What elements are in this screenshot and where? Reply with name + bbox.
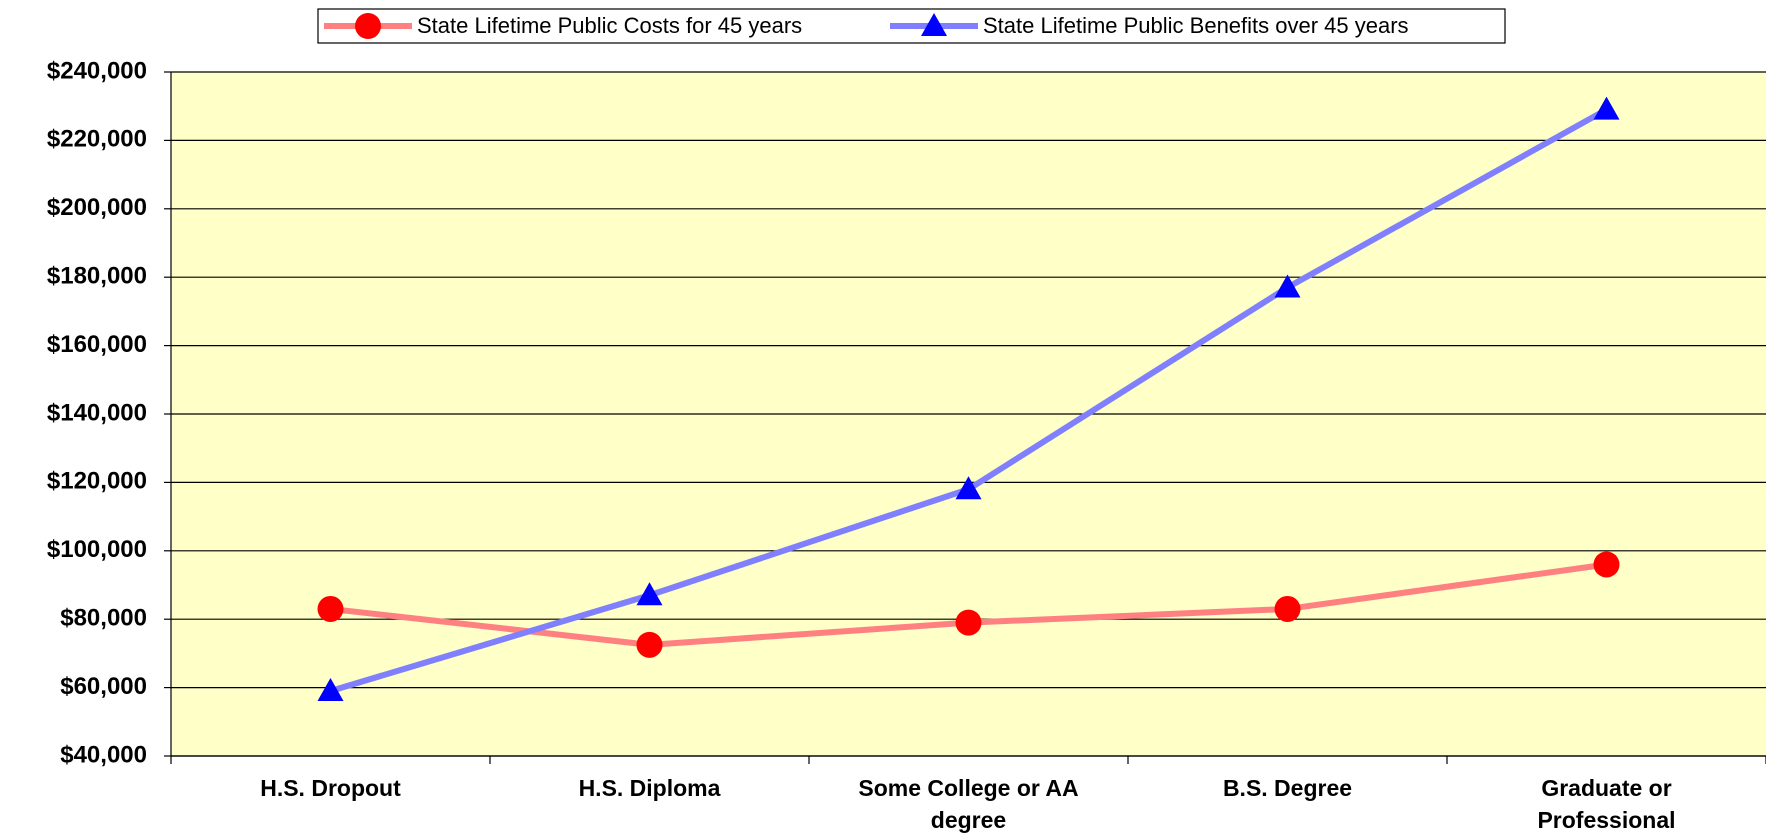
marker [317,678,344,702]
legend-label: State Lifetime Public Benefits over 45 y… [983,13,1409,38]
y-tick-label: $200,000 [47,194,147,221]
x-tick-label: Some College or AA degree [858,775,1079,833]
marker [1593,96,1620,120]
y-tick-label: $220,000 [47,126,147,153]
x-tick-label: B.S. Degree [1222,775,1353,801]
marker [1274,274,1301,298]
legend-label: State Lifetime Public Costs for 45 years [417,13,802,38]
marker [955,609,982,636]
y-tick-label: $100,000 [47,536,147,563]
marker [636,582,663,606]
marker [955,476,982,500]
y-tick-label: $120,000 [47,468,147,495]
marker [921,13,947,36]
y-tick-label: $80,000 [60,605,147,632]
marker [636,631,663,658]
x-tick-label: Graduate or Professional [1537,775,1676,833]
y-tick-label: $60,000 [60,673,147,700]
marker [1593,551,1620,578]
y-tick-label: $40,000 [60,741,147,768]
marker [317,595,344,622]
y-tick-label: $160,000 [47,331,147,358]
marker [1274,595,1301,622]
x-tick-label: H.S. Dropout [260,775,401,801]
marker [355,13,381,39]
y-tick-label: $240,000 [47,57,147,84]
x-tick-label: H.S. Diploma [578,775,721,801]
y-tick-label: $180,000 [47,263,147,290]
y-tick-label: $140,000 [47,399,147,426]
